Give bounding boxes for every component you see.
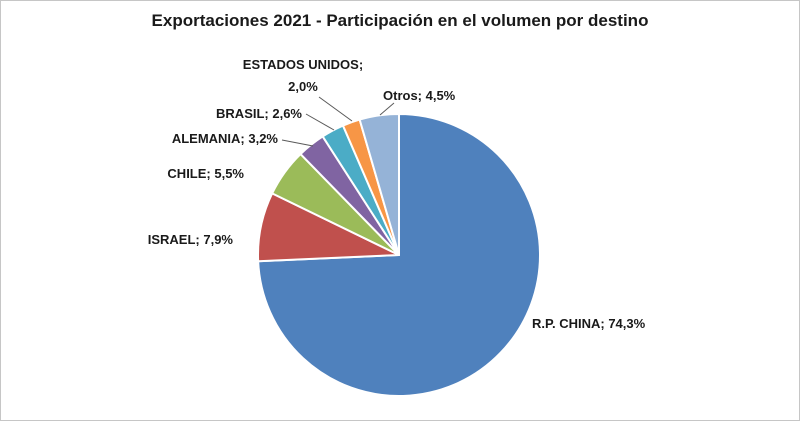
- data-label-r-p-china: R.P. CHINA; 74,3%: [532, 316, 646, 331]
- pie-slice-otros: [358, 113, 400, 256]
- data-label-alemania: ALEMANIA; 3,2%: [172, 131, 279, 146]
- data-label-otros: Otros; 4,5%: [383, 88, 456, 103]
- data-label-estados-unidos: ESTADOS UNIDOS; 2,0%: [243, 57, 363, 94]
- chart-title: Exportaciones 2021 - Participación en el…: [151, 11, 649, 30]
- data-label-israel: ISRAEL; 7,9%: [148, 232, 234, 247]
- leader-line-otros: [379, 102, 395, 116]
- leader-line-brasil: [305, 113, 335, 131]
- leader-line-alemania: [281, 139, 314, 147]
- data-label-brasil: BRASIL; 2,6%: [216, 106, 302, 121]
- data-label-chile: CHILE; 5,5%: [167, 166, 244, 181]
- leader-line-estados-unidos: [318, 96, 353, 122]
